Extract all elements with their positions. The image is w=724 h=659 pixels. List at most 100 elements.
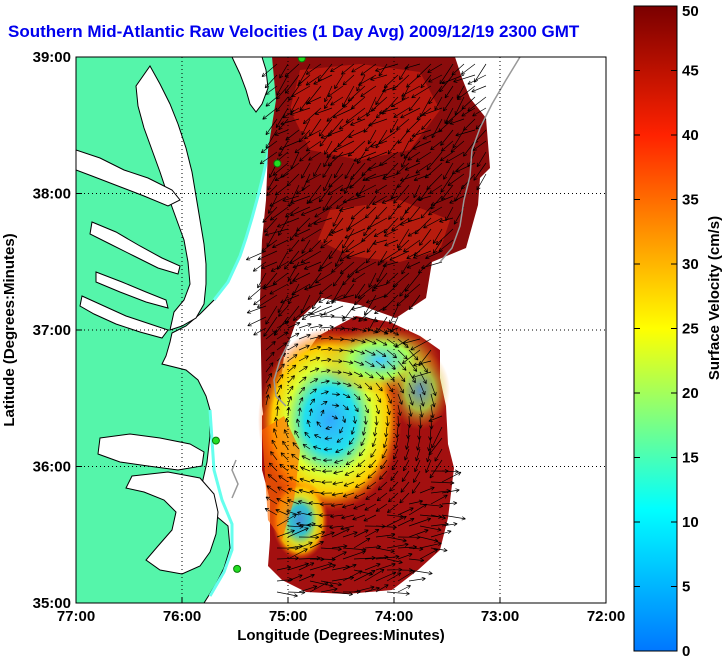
velocity-arrow [246,305,267,314]
y-axis: 35:00 36:00 37:00 38:00 39:00 [33,49,82,612]
velocity-arrow [287,375,295,384]
velocity-arrow [384,327,399,334]
velocity-arrow [331,151,355,160]
velocity-arrow [455,162,476,173]
velocity-arrow [320,409,325,417]
velocity-arrow [364,327,378,334]
velocity-arrow [331,370,342,375]
albemarle-sound [97,433,205,471]
velocity-arrow [268,462,278,472]
velocity-arrow [274,129,289,136]
velocity-arrow [428,206,443,216]
velocity-arrow [402,338,421,345]
velocity-arrow [397,360,407,371]
velocity-arrow [396,118,410,131]
velocity-arrow [300,228,322,242]
velocity-arrow [434,96,443,111]
velocity-arrow [386,404,391,416]
velocity-arrow [305,74,322,86]
velocity-arrow [413,360,432,367]
velocity-arrow [276,497,289,505]
velocity-arrow [298,129,311,143]
velocity-arrow [428,74,443,83]
velocity-arrow [328,239,344,260]
velocity-arrow [352,415,357,424]
velocity-arrow [401,349,421,365]
velocity-arrow [298,397,304,406]
velocity-arrow [342,327,356,332]
velocity-arrow [408,499,424,505]
velocity-arrow [473,63,487,83]
velocity-arrow [439,151,454,162]
velocity-arrow [411,481,421,494]
velocity-arrow [364,569,385,582]
colorbar-title: Surface Velocity (cm/s) [706,216,723,380]
velocity-arrow [280,452,289,461]
velocity-arrow [300,250,322,264]
velocity-arrow [317,261,333,272]
velocity-arrow [331,528,350,538]
velocity-arrow [284,74,300,94]
velocity-arrow [415,151,432,162]
velocity-arrow [430,529,452,538]
velocity-arrow [375,404,380,415]
velocity-arrow [397,239,410,251]
velocity-arrow [375,532,396,538]
velocity-arrow [309,581,329,593]
velocity-arrow [309,530,326,538]
velocity-arrow [353,404,359,413]
velocity-arrow [320,379,330,384]
velocity-arrow [330,96,344,106]
velocity-arrow [339,250,355,262]
velocity-arrow [276,514,297,527]
velocity-arrow [356,470,366,478]
velocity-arrow [460,63,476,75]
velocity-arrow [341,63,355,75]
velocity-arrow [386,360,396,370]
velocity-arrow [280,294,300,304]
velocity-arrow [320,324,334,330]
velocity-arrow [288,476,300,483]
velocity-arrow [425,250,443,260]
velocity-vectors [245,63,487,598]
velocity-arrow [412,250,432,259]
velocity-arrow [261,239,278,252]
velocity-arrow [367,129,377,145]
velocity-arrow [291,85,311,98]
velocity-arrow [287,343,299,351]
velocity-arrow [312,456,322,461]
potomac-river [76,149,181,207]
velocity-arrow [287,396,292,406]
velocity-arrow [323,458,333,463]
velocity-arrow [353,503,366,510]
velocity-arrow [360,85,377,98]
velocity-arrow [266,228,278,247]
velocity-arrow [320,546,342,552]
velocity-arrow [367,162,388,171]
velocity-arrow [287,354,298,362]
velocity-arrow [427,63,443,73]
colorbar-scale [633,5,678,652]
velocity-arrow [383,228,399,237]
velocity-arrow [342,360,354,365]
x-tick-label: 73:00 [481,608,519,625]
velocity-arrow [292,272,311,282]
velocity-arrow [309,562,333,571]
velocity-arrow [473,162,487,181]
velocity-arrow [298,541,313,549]
velocity-arrow [374,415,379,426]
velocity-arrow [298,376,307,384]
velocity-arrow [421,261,443,270]
colorbar-tick-label: 50 [682,3,699,20]
velocity-arrow [309,356,321,362]
field-patch-orange [262,416,300,540]
velocity-arrow [430,514,446,520]
velocity-arrow [426,448,432,463]
velocity-arrow [353,585,375,593]
isobath-lines [231,57,521,499]
velocity-arrow [319,129,333,147]
grid-lines [76,57,606,603]
velocity-arrow [269,195,289,207]
velocity-arrow [333,470,344,475]
